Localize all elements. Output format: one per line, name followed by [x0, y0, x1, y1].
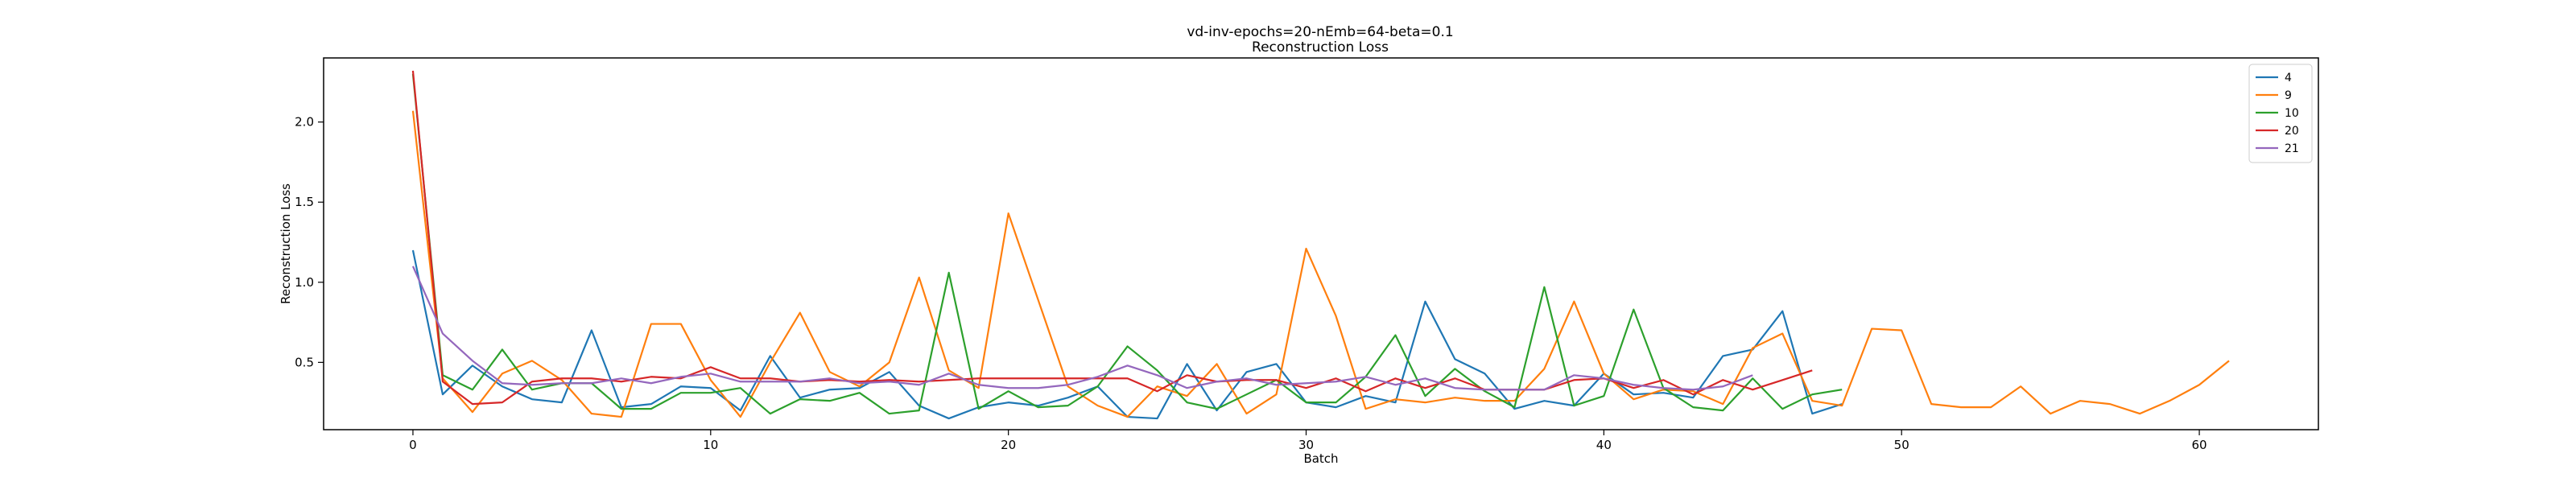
x-tick-label: 20 [1001, 438, 1016, 452]
x-tick-label: 60 [2192, 438, 2207, 452]
legend-label-10: 10 [2285, 107, 2299, 120]
series-line-21 [411, 266, 1753, 391]
legend-box [2248, 64, 2313, 163]
y-tick-label: 1.0 [295, 275, 314, 290]
x-tick-label: 50 [1894, 438, 1909, 452]
x-tick-label: 10 [703, 438, 718, 452]
legend-label-9: 9 [2285, 89, 2292, 102]
y-axis-ticks: 0.5 1.0 1.5 2.0 [295, 115, 324, 369]
series-layer [411, 70, 2230, 420]
plot-frame [323, 57, 2319, 430]
series-line-9 [411, 110, 2230, 418]
y-tick-label: 1.5 [295, 195, 314, 209]
chart-title: vd-inv-epochs=20-nEmb=64-beta=0.1 [1187, 24, 1453, 40]
x-tick-label: 30 [1298, 438, 1314, 452]
legend: 4 9 10 20 21 [2248, 64, 2313, 163]
x-axis-label: Batch [1303, 451, 1338, 466]
y-tick-label: 2.0 [295, 115, 314, 130]
x-tick-label: 40 [1596, 438, 1612, 452]
y-axis-label: Reconstruction Loss [279, 183, 293, 304]
legend-label-21: 21 [2285, 142, 2299, 155]
x-axis-ticks: 0 10 20 30 40 50 60 [409, 430, 2207, 452]
chart-subtitle: Reconstruction Loss [1252, 39, 1389, 56]
x-tick-label: 0 [409, 438, 417, 452]
series-line-20 [411, 70, 1813, 406]
legend-label-20: 20 [2285, 125, 2299, 138]
y-tick-label: 0.5 [295, 355, 314, 369]
series-line-10 [411, 73, 1843, 415]
legend-label-4: 4 [2285, 72, 2292, 84]
